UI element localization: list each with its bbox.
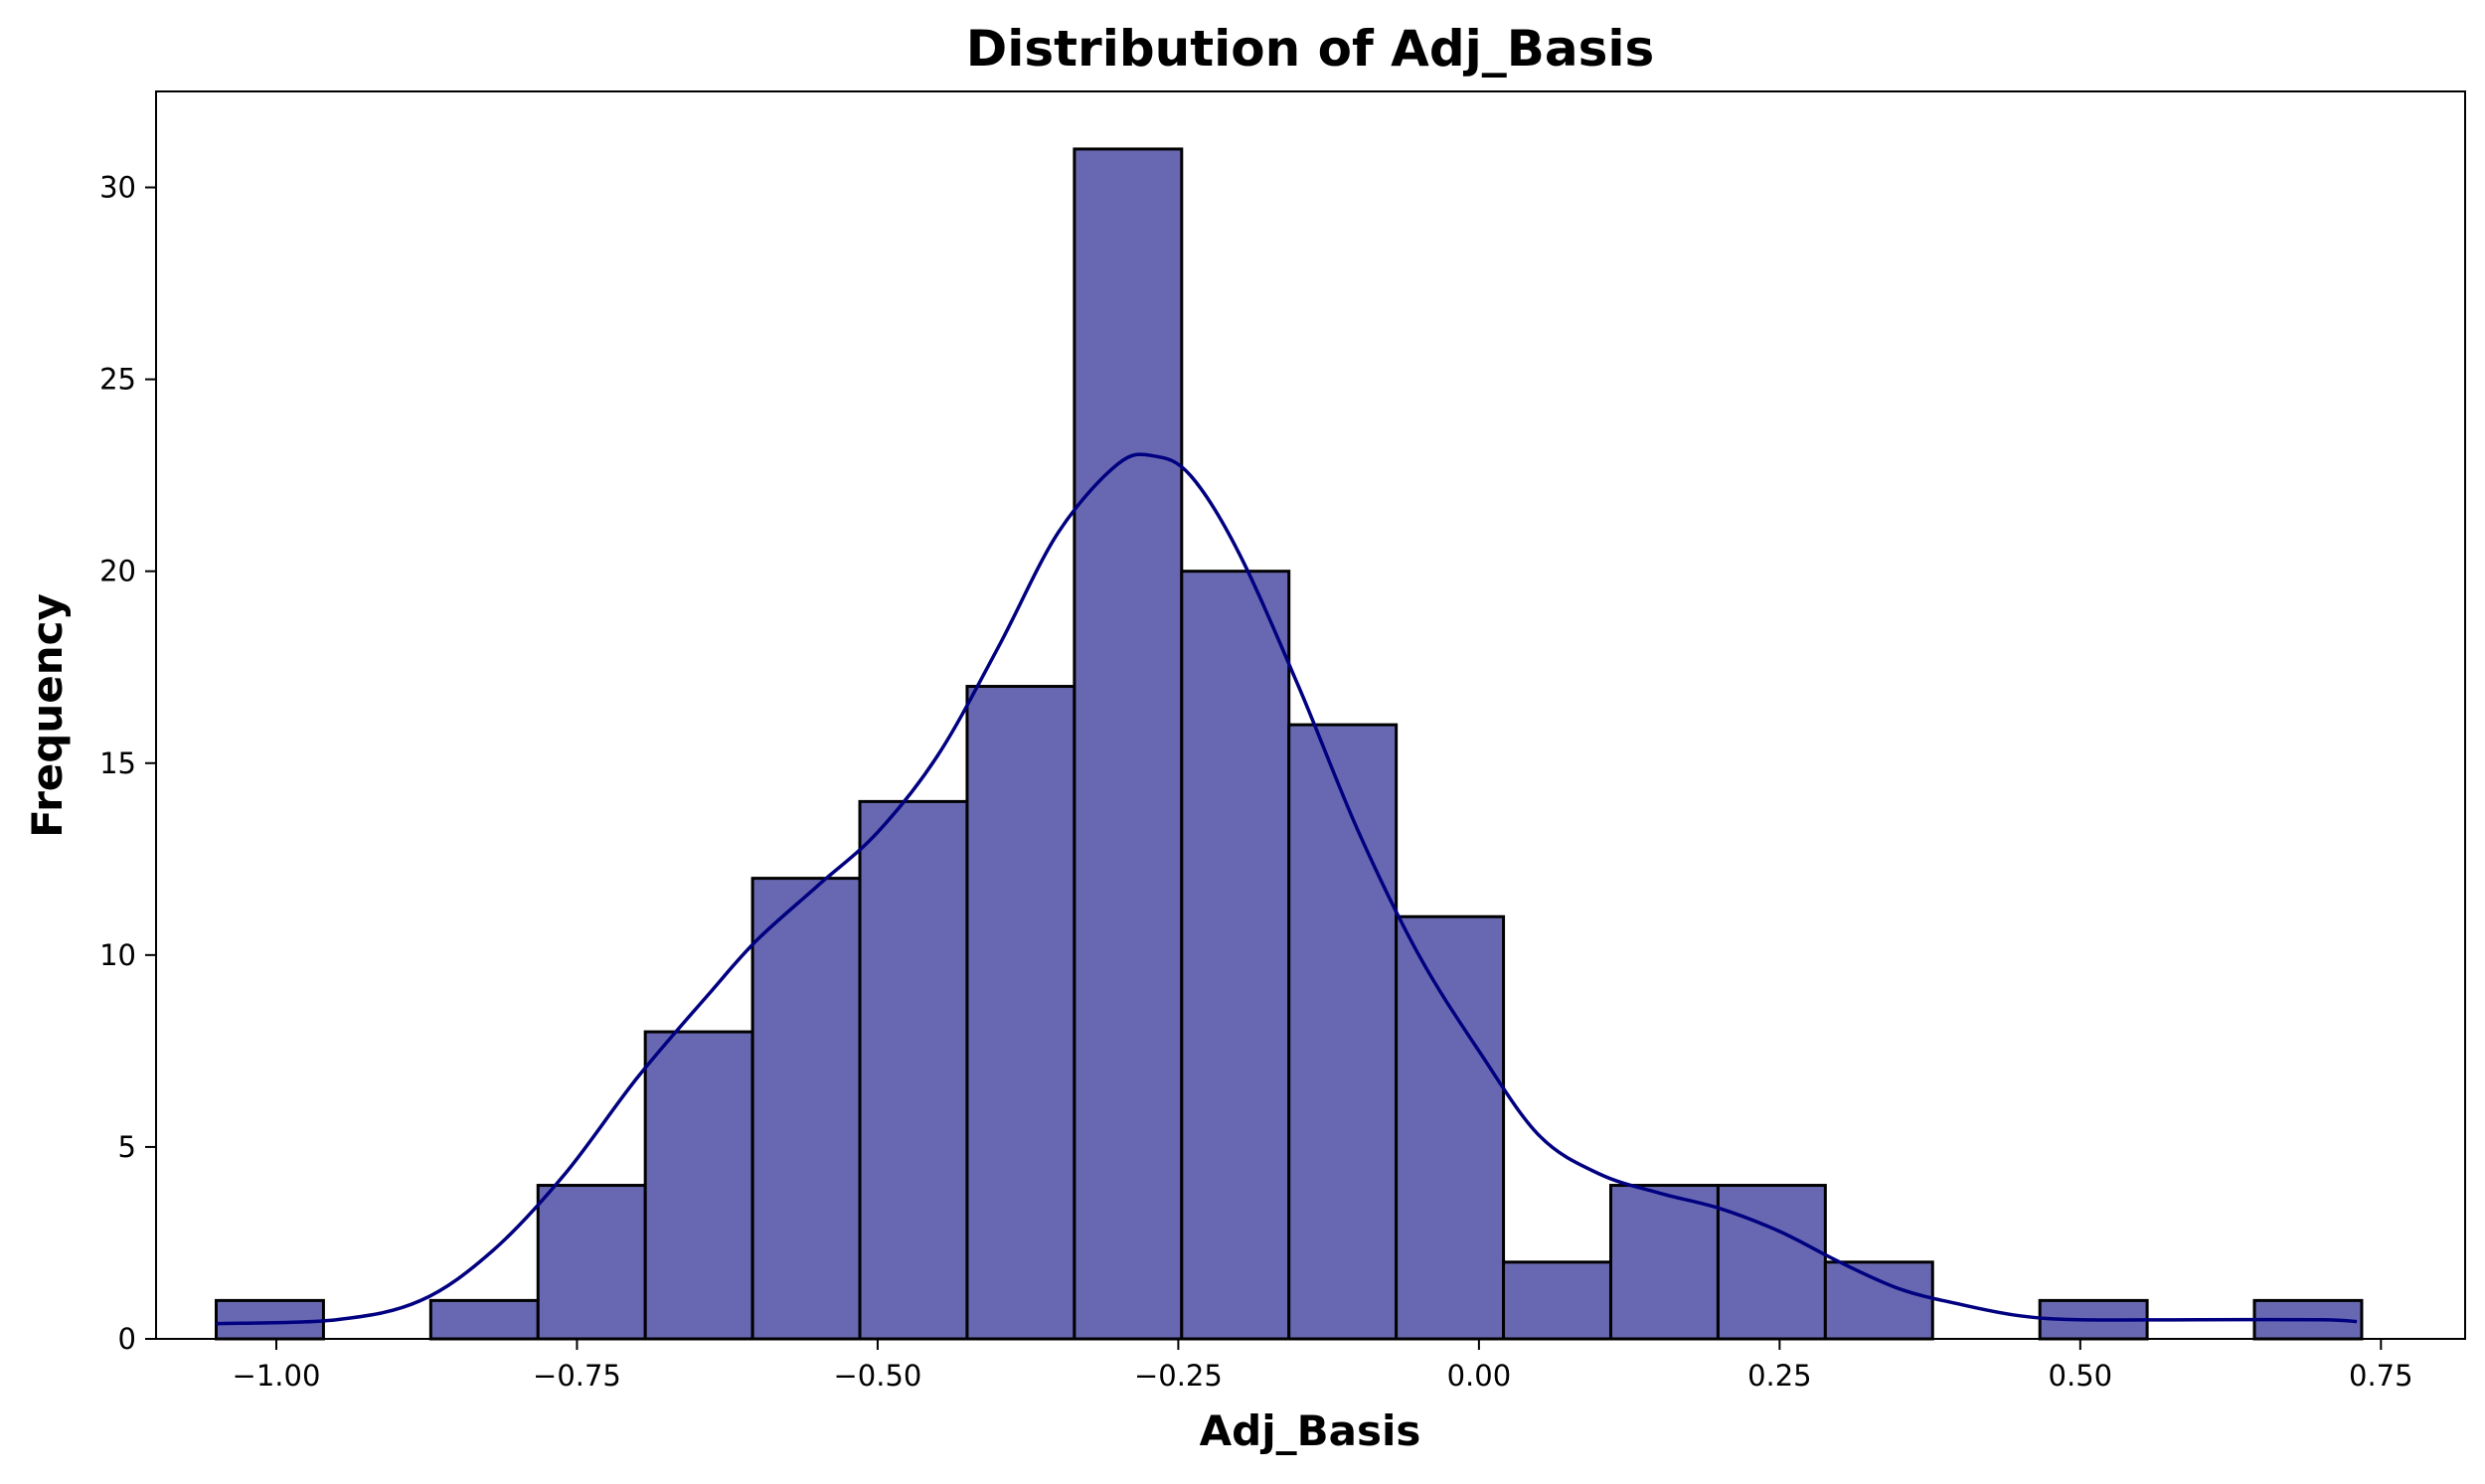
histogram-bar bbox=[643, 1030, 754, 1341]
histogram-bar bbox=[858, 799, 969, 1341]
y-tick-label: 5 bbox=[118, 1130, 136, 1164]
x-axis-ticks: −1.00 −0.75 −0.50 −0.25 0.00 0.25 0.50 0.75 bbox=[233, 1339, 2413, 1393]
histogram-bar bbox=[214, 1298, 325, 1341]
plot-frame bbox=[155, 90, 2466, 1340]
y-tick-label: 25 bbox=[99, 363, 136, 397]
y-tick-label: 0 bbox=[118, 1322, 136, 1356]
y-tick-label: 30 bbox=[99, 171, 136, 205]
histogram-bar bbox=[1073, 147, 1184, 1341]
x-axis-label: Adj_Basis bbox=[1200, 1406, 1421, 1455]
x-tick-label: −1.00 bbox=[233, 1359, 321, 1393]
histogram-bar bbox=[1395, 914, 1506, 1341]
kde-curve bbox=[216, 452, 2358, 1326]
histogram-bar bbox=[1716, 1184, 1827, 1341]
y-tick-label: 20 bbox=[99, 555, 136, 588]
histogram-bar bbox=[965, 685, 1077, 1341]
y-axis-ticks: 0 5 10 15 20 25 30 bbox=[99, 171, 156, 1356]
histogram-bar bbox=[1823, 1260, 1934, 1341]
histogram-bar bbox=[1287, 723, 1399, 1341]
x-tick-label: −0.50 bbox=[834, 1359, 922, 1393]
histogram-bars bbox=[214, 147, 2364, 1341]
x-tick-label: 0.25 bbox=[1747, 1359, 1812, 1393]
y-tick-label: 10 bbox=[99, 938, 136, 972]
x-tick-label: 0.75 bbox=[2349, 1359, 2413, 1393]
y-axis-label: Frequency bbox=[23, 593, 72, 838]
histogram-bar bbox=[1180, 570, 1291, 1341]
x-tick-label: 0.00 bbox=[1447, 1359, 1512, 1393]
x-tick-label: 0.50 bbox=[2049, 1359, 2113, 1393]
histogram-bar bbox=[1502, 1260, 1612, 1341]
histogram-bar bbox=[1608, 1184, 1720, 1341]
histogram-bar bbox=[428, 1298, 540, 1341]
histogram-bar bbox=[750, 877, 862, 1341]
x-tick-label: −0.25 bbox=[1134, 1359, 1223, 1393]
chart-title: Distribution of Adj_Basis bbox=[966, 20, 1655, 78]
y-tick-label: 15 bbox=[99, 746, 136, 780]
histogram-bar bbox=[536, 1184, 647, 1341]
x-tick-label: −0.75 bbox=[533, 1359, 621, 1393]
